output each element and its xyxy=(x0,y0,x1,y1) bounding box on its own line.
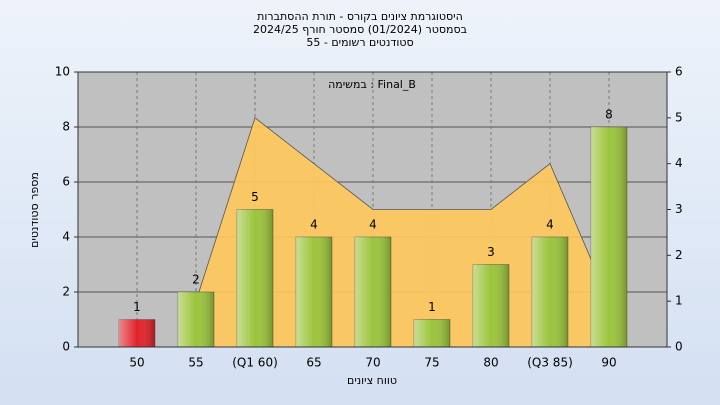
bar-shade xyxy=(355,237,391,347)
x-tick-label: 80 xyxy=(483,356,498,370)
y-tick-label: 0 xyxy=(62,340,70,354)
bar-shade xyxy=(473,264,509,347)
value-label: 5 xyxy=(251,190,259,204)
bar-shade xyxy=(119,319,155,347)
value-label: 3 xyxy=(487,245,495,259)
value-label: 4 xyxy=(369,218,377,232)
y-tick-label: 2 xyxy=(62,285,70,299)
x-tick-label: 75 xyxy=(424,356,439,370)
x-tick-label: 70 xyxy=(365,356,380,370)
x-axis-label: טווח ציונים xyxy=(347,374,397,387)
x-tick-label: 90 xyxy=(601,356,616,370)
x-tick-label: (Q1 60) xyxy=(232,356,278,370)
value-label: 2 xyxy=(192,273,200,287)
y2-tick-label: 1 xyxy=(675,294,683,308)
bar-shade xyxy=(532,237,568,347)
annotation: במשימה : Final_B xyxy=(328,78,416,91)
y2-tick-label: 4 xyxy=(675,156,683,170)
value-label: 4 xyxy=(546,218,554,232)
y-tick-label: 8 xyxy=(62,120,70,134)
chart-title: היסטוגרמת ציונים בקורס - תורת ההסתברות xyxy=(257,10,463,23)
y2-tick-label: 6 xyxy=(675,65,683,79)
chart-subtitle: בסמסטר (01/2024) סמסטר חורף 2024/25 xyxy=(253,23,467,36)
value-label: 1 xyxy=(428,300,436,314)
y-tick-label: 6 xyxy=(62,175,70,189)
x-tick-label: 50 xyxy=(129,356,144,370)
x-tick-label: 65 xyxy=(306,356,321,370)
y-tick-label: 10 xyxy=(55,65,70,79)
y2-tick-label: 2 xyxy=(675,248,683,262)
bar-shade xyxy=(591,127,627,347)
bar-shade xyxy=(414,319,450,347)
bar-shade xyxy=(296,237,332,347)
value-label: 1 xyxy=(133,300,141,314)
x-tick-label: 55 xyxy=(188,356,203,370)
value-label: 8 xyxy=(605,108,613,122)
y-tick-label: 4 xyxy=(62,230,70,244)
y2-tick-label: 3 xyxy=(675,202,683,216)
y2-tick-label: 0 xyxy=(675,340,683,354)
chart-subtitle: סטודנטים רשומים - 55 xyxy=(306,36,413,49)
value-label: 4 xyxy=(310,218,318,232)
plot-frame xyxy=(77,71,668,348)
y2-tick-label: 5 xyxy=(675,110,683,124)
x-tick-label: (Q3 85) xyxy=(527,356,573,370)
bar-shade xyxy=(178,292,214,347)
bar-shade xyxy=(237,209,273,347)
y-axis-label: מספר סטודנטים xyxy=(28,172,41,248)
